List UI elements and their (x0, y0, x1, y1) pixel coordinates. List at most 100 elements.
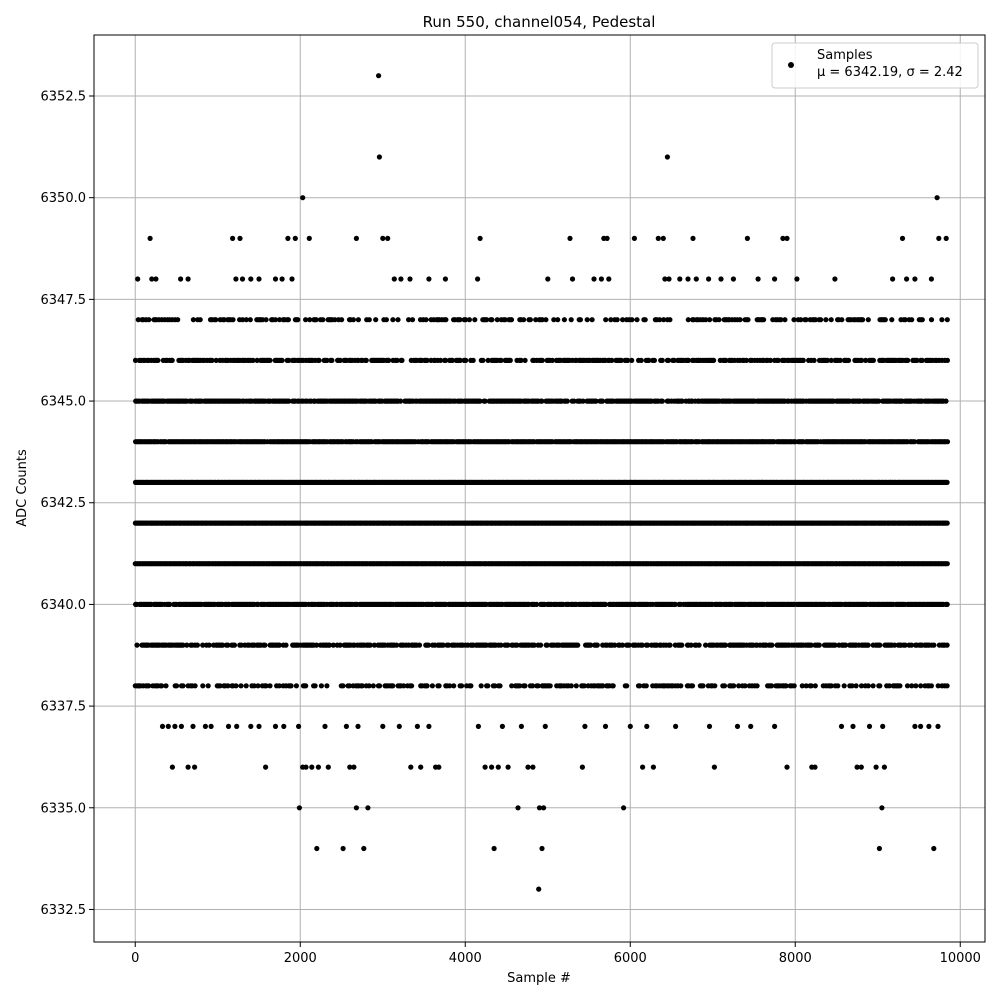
x-tick-label: 8000 (779, 951, 812, 966)
data-point (153, 276, 159, 282)
data-point (337, 357, 343, 363)
y-axis-label: ADC Counts (15, 449, 30, 527)
data-point (743, 357, 750, 363)
x-tick-label: 10000 (940, 951, 981, 966)
data-point (897, 683, 903, 689)
data-point (828, 357, 834, 363)
data-point (706, 276, 712, 282)
data-point (539, 398, 545, 404)
data-point (484, 317, 490, 323)
data-point (340, 845, 346, 852)
data-point (812, 683, 818, 689)
data-point (926, 723, 932, 730)
data-point (314, 845, 320, 852)
data-point (580, 398, 586, 404)
data-point (293, 683, 299, 689)
data-point (931, 845, 937, 852)
data-point (272, 317, 278, 323)
data-point (424, 357, 430, 363)
data-point (858, 357, 865, 363)
data-point (685, 276, 691, 282)
data-point (230, 235, 236, 241)
data-point (376, 154, 382, 160)
data-point (361, 845, 367, 852)
data-point (272, 276, 279, 282)
y-tick-label: 6350.0 (41, 191, 87, 206)
data-point (943, 235, 949, 241)
data-point (696, 642, 702, 648)
data-point (608, 317, 614, 323)
data-point (685, 317, 691, 323)
data-point (889, 317, 895, 323)
data-point (890, 276, 896, 282)
data-point (423, 317, 429, 323)
data-point (533, 317, 539, 323)
data-point (485, 683, 491, 689)
data-point (329, 357, 335, 363)
data-point (175, 317, 181, 323)
data-point (424, 683, 430, 689)
data-point (449, 357, 455, 363)
legend: Samples μ = 6342.19, σ = 2.42 (771, 42, 979, 89)
data-point (573, 683, 579, 689)
data-point (661, 317, 667, 323)
data-point (391, 276, 397, 282)
data-point (944, 683, 950, 689)
data-point (571, 398, 577, 404)
data-point (363, 357, 369, 363)
data-point (944, 317, 950, 323)
data-point (803, 317, 809, 323)
data-point (936, 235, 942, 241)
data-point (134, 642, 140, 648)
data-point (689, 683, 696, 689)
data-point (451, 683, 457, 689)
data-point (200, 683, 206, 689)
data-point (407, 276, 413, 282)
data-point (169, 357, 175, 363)
data-point (881, 764, 888, 770)
legend-series-name: Samples (817, 48, 873, 63)
data-point (466, 317, 472, 323)
data-point (237, 235, 243, 241)
data-point (775, 357, 781, 363)
data-point (146, 317, 152, 323)
data-point (850, 723, 856, 730)
data-point (928, 276, 935, 282)
data-point (679, 642, 685, 648)
data-point (289, 276, 295, 282)
data-point (209, 357, 215, 363)
data-point (853, 683, 859, 689)
data-point (202, 723, 208, 730)
data-point (769, 642, 775, 648)
data-point (667, 642, 673, 648)
data-point (230, 317, 236, 323)
data-point (395, 317, 401, 323)
data-point (288, 683, 294, 689)
data-point (711, 764, 718, 770)
data-point (791, 683, 797, 689)
data-point (798, 317, 804, 323)
data-point (256, 723, 262, 730)
data-point (259, 317, 266, 323)
data-point (845, 357, 852, 363)
data-point (928, 683, 935, 689)
data-point (365, 805, 371, 811)
data-point (225, 723, 232, 730)
data-point (386, 357, 392, 363)
data-point (234, 723, 240, 730)
data-point (618, 357, 624, 363)
data-point (263, 764, 269, 770)
data-point (678, 683, 684, 689)
data-point (539, 317, 545, 323)
data-point (598, 276, 605, 282)
data-point (794, 276, 800, 282)
data-point (418, 764, 424, 770)
data-point (918, 723, 924, 730)
data-point (575, 642, 581, 648)
data-point (243, 683, 249, 689)
data-point (944, 642, 950, 648)
data-point (178, 723, 184, 730)
data-point (882, 317, 888, 323)
data-point (899, 235, 906, 241)
data-point (429, 683, 435, 689)
